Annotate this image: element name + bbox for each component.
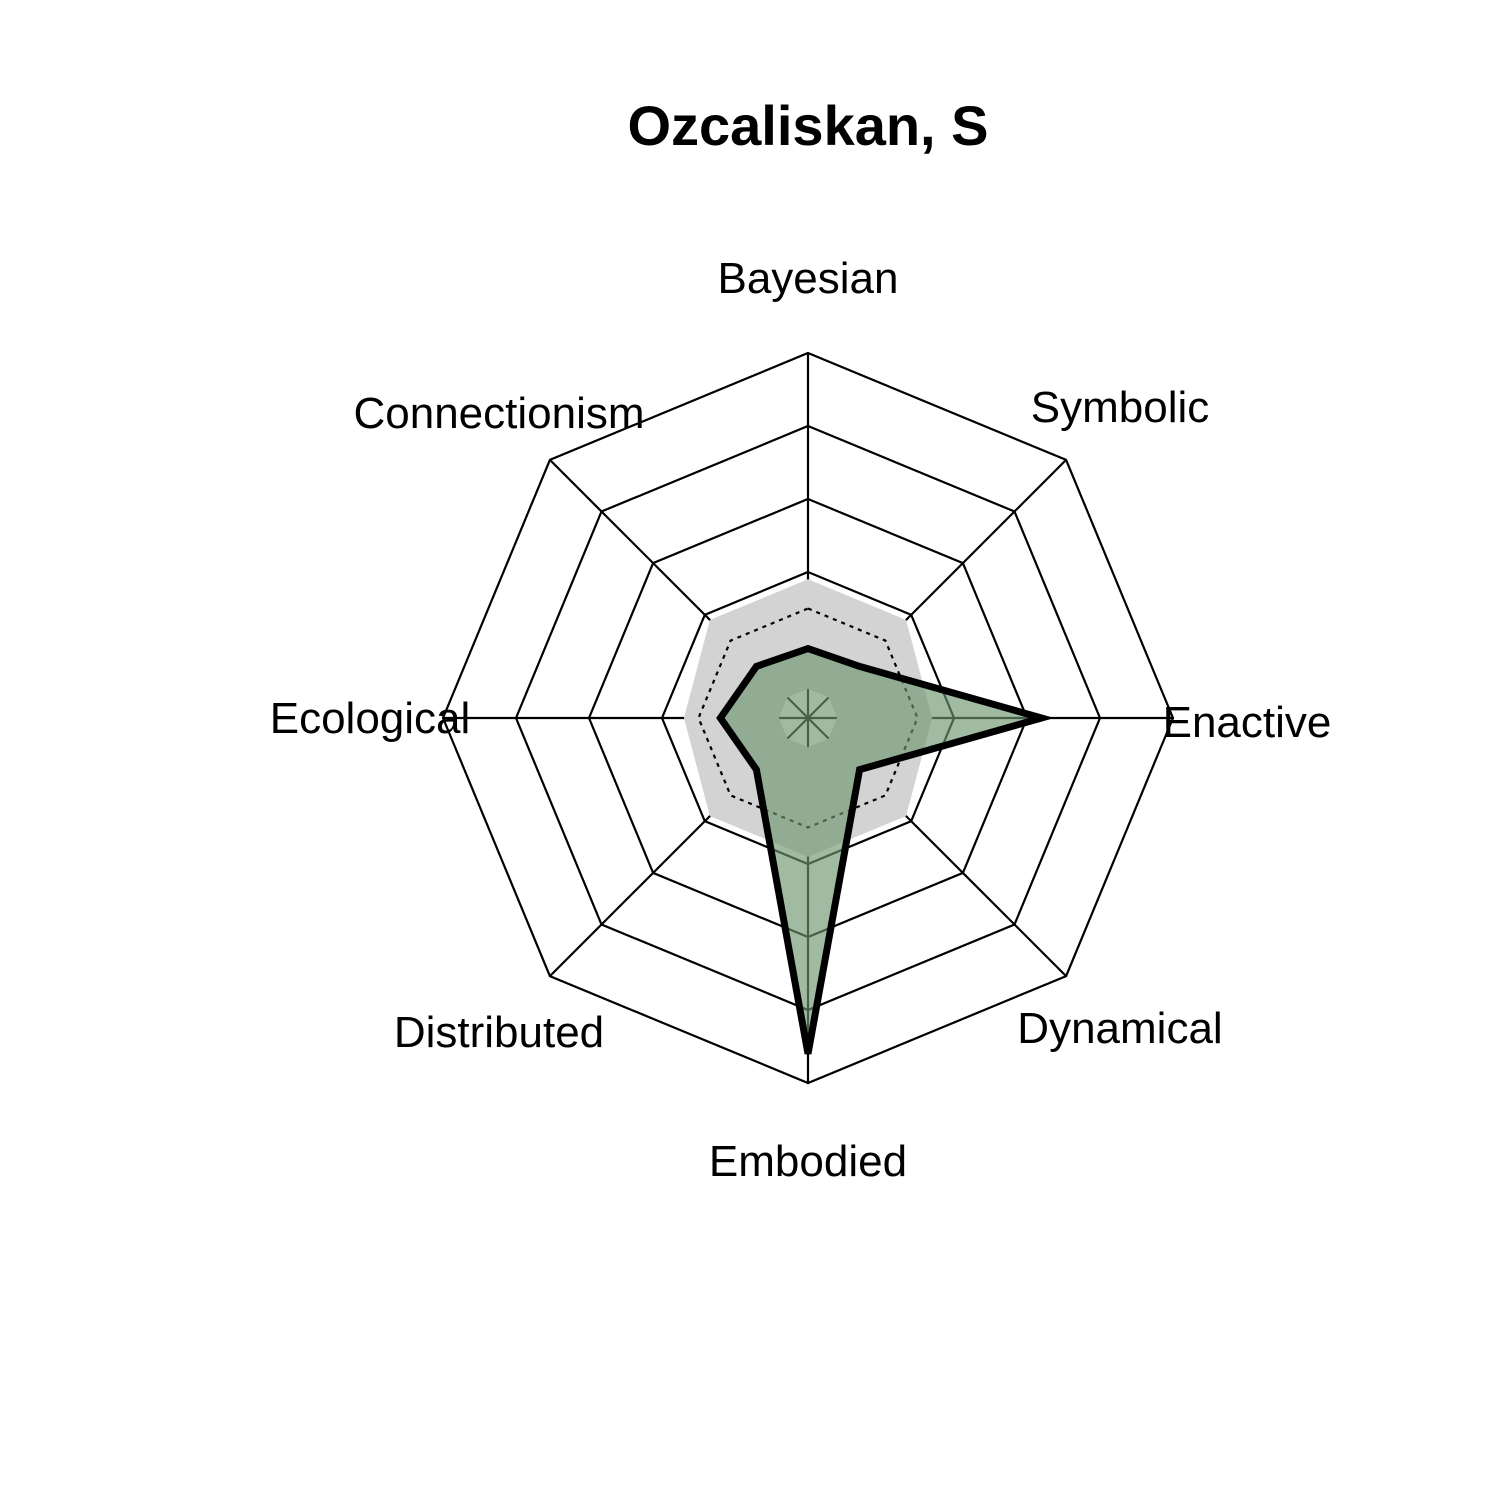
axis-label-distributed: Distributed (394, 1008, 604, 1057)
series-layer (716, 644, 1055, 1055)
axis-label-bayesian: Bayesian (717, 254, 898, 303)
axis-label-enactive: Enactive (1163, 698, 1332, 747)
axis-label-embodied: Embodied (709, 1137, 907, 1186)
axis-label-connectionism: Connectionism (353, 389, 644, 438)
series-area-0 (720, 648, 1042, 1054)
axis-labels: Bayesian Symbolic Enactive Dynamical Embodie… (270, 254, 1332, 1186)
axis-label-ecological: Ecological (270, 694, 471, 743)
reference-band-fill (683, 579, 933, 857)
chart-title: Ozcaliskan, S (627, 94, 988, 157)
series-line-0 (716, 644, 1055, 1055)
axis-label-symbolic: Symbolic (1031, 383, 1210, 432)
axis-label-dynamical: Dynamical (1017, 1004, 1222, 1053)
